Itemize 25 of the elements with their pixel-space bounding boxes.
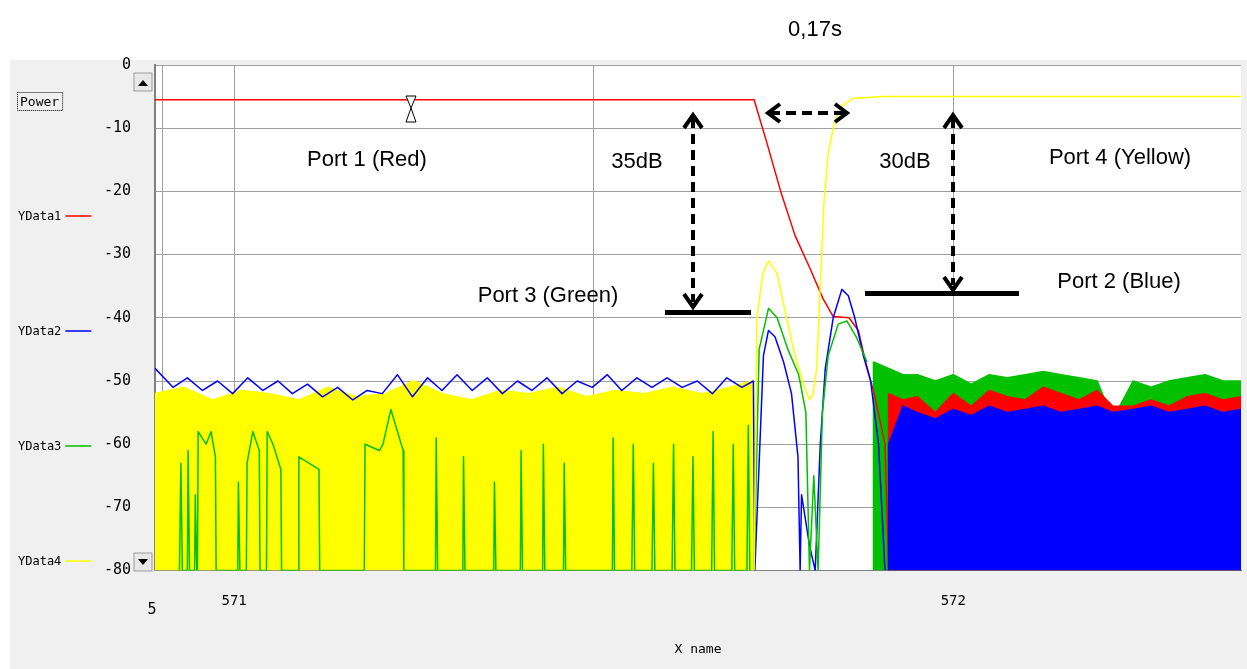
y-tick-label: -10 [103,118,131,137]
annotation: Port 2 (Blue) [1057,268,1181,294]
legend-label: YData3 [18,439,62,453]
y-tick-label: -80 [103,560,131,579]
text: 5 [147,599,157,618]
x-tick-label: 571 [221,591,247,608]
x-axis-title: X name [674,640,722,656]
y-tick-label: -40 [103,307,131,326]
x-tick-label: 572 [940,591,966,608]
y-tick-label: -70 [103,497,131,516]
legend-title: Power [20,94,60,109]
annotation: 30dB [879,148,931,174]
text: 0,17s [788,16,842,42]
legend-label: YData1 [18,209,62,223]
annotation: Port 3 (Green) [477,282,619,308]
annotation: 35dB [611,148,663,174]
annotation: Port 1 (Red) [307,146,427,172]
y-tick-label: -20 [103,181,131,200]
annotation: Port 4 (Yellow) [1048,144,1192,170]
y-tick-label: -60 [103,434,131,453]
legend-label: YData2 [18,324,62,338]
y-tick-label: 0 [121,54,131,73]
y-tick-label: -30 [103,244,131,263]
legend-label: YData4 [18,554,62,568]
y-tick-label: -50 [103,370,131,389]
